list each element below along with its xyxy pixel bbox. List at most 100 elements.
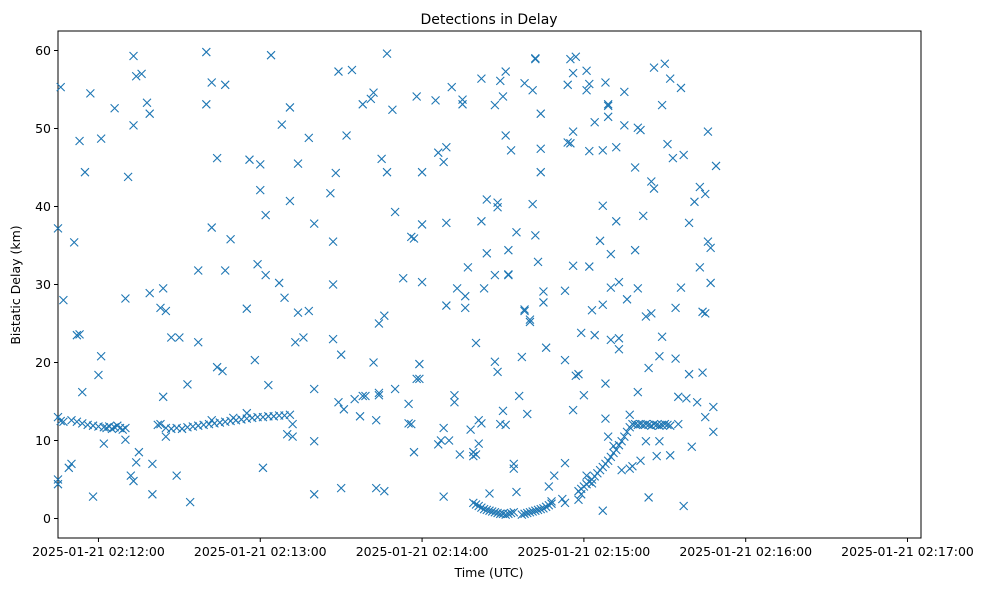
data-point	[433, 148, 443, 158]
data-point	[441, 142, 451, 152]
data-point	[633, 284, 643, 293]
data-point	[369, 88, 378, 98]
data-point	[309, 436, 319, 446]
data-point	[528, 85, 538, 95]
data-point	[638, 211, 648, 221]
data-point	[560, 458, 570, 468]
data-point	[258, 463, 268, 473]
data-point	[220, 266, 230, 275]
data-point	[201, 47, 211, 57]
data-point	[536, 167, 546, 177]
data-point	[603, 456, 613, 466]
data-point	[379, 486, 389, 496]
data-point	[679, 150, 689, 160]
data-point	[96, 134, 106, 144]
data-point	[676, 283, 686, 293]
data-point	[598, 145, 608, 155]
data-point	[655, 351, 664, 361]
data-point	[493, 202, 502, 212]
data-point	[614, 277, 624, 287]
data-point	[603, 432, 613, 441]
data-point	[539, 503, 548, 513]
data-point	[342, 131, 351, 140]
data-point	[530, 54, 540, 64]
data-point	[374, 390, 384, 400]
data-point	[75, 136, 84, 146]
data-point	[404, 399, 413, 409]
data-point	[560, 286, 570, 296]
data-point	[390, 207, 400, 217]
data-point	[56, 416, 66, 426]
data-point	[619, 432, 629, 441]
data-point	[684, 218, 694, 228]
data-point	[520, 509, 529, 519]
data-point	[530, 230, 540, 240]
y-axis: 0 10 20 30 40 50 60	[35, 43, 58, 526]
data-point	[530, 53, 540, 63]
data-point	[242, 408, 252, 418]
data-point	[657, 332, 667, 342]
data-point	[263, 380, 273, 390]
data-point	[522, 508, 532, 518]
data-point	[633, 387, 643, 397]
data-point	[255, 159, 265, 169]
data-point	[242, 304, 252, 314]
data-point	[406, 419, 416, 429]
data-point	[503, 270, 513, 280]
data-point	[584, 146, 594, 156]
data-point	[374, 388, 384, 398]
data-point	[339, 404, 349, 414]
data-point	[56, 82, 66, 92]
data-point	[67, 459, 76, 469]
y-tick-label: 0	[43, 511, 51, 526]
data-point	[598, 201, 608, 211]
data-point	[671, 354, 680, 363]
data-point	[468, 451, 478, 461]
data-point	[611, 445, 621, 455]
data-point	[274, 278, 284, 288]
data-point	[280, 293, 289, 303]
data-point	[663, 139, 672, 149]
data-point	[460, 303, 470, 313]
data-point	[414, 374, 424, 384]
data-point	[503, 509, 513, 519]
data-point	[398, 273, 408, 283]
data-point	[649, 63, 659, 73]
data-point	[485, 506, 494, 516]
data-point	[328, 280, 338, 289]
data-point	[174, 333, 184, 342]
data-point	[539, 298, 548, 307]
data-point	[525, 315, 535, 324]
data-point	[698, 368, 707, 378]
data-point	[131, 71, 141, 81]
data-point	[700, 308, 710, 318]
data-point	[358, 99, 368, 109]
data-point	[606, 452, 616, 462]
data-point	[455, 450, 465, 459]
data-point	[582, 66, 591, 76]
data-point	[628, 461, 637, 471]
data-point	[517, 510, 527, 519]
y-tick-label: 60	[35, 43, 51, 58]
data-point	[665, 74, 675, 83]
data-point	[245, 155, 254, 165]
data-point	[541, 343, 551, 353]
data-point	[207, 415, 217, 425]
data-point	[509, 459, 519, 469]
data-point	[700, 412, 710, 422]
data-point	[96, 351, 106, 361]
data-point	[220, 80, 230, 90]
data-point	[485, 489, 494, 498]
data-point	[183, 379, 192, 389]
data-point	[172, 471, 182, 480]
data-point	[477, 216, 486, 226]
data-point	[501, 67, 511, 76]
data-point	[212, 362, 222, 372]
data-point	[501, 131, 511, 140]
data-point	[390, 384, 400, 394]
data-point	[417, 220, 427, 229]
data-point	[59, 295, 68, 305]
data-point	[695, 262, 705, 272]
data-point	[679, 501, 689, 511]
data-point	[711, 161, 721, 171]
